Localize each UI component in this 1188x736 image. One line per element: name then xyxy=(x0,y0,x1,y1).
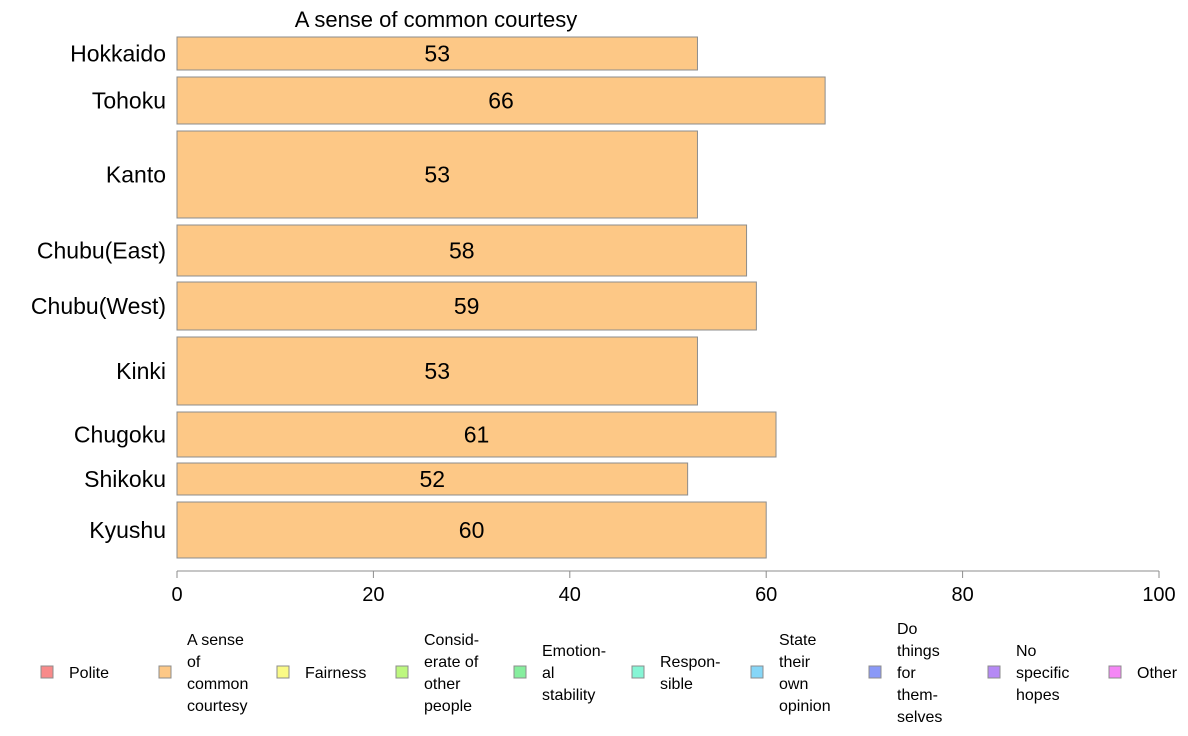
legend-item: Fairness xyxy=(276,665,366,682)
legend-item: Polite xyxy=(40,665,109,682)
x-tick-label: 40 xyxy=(559,584,581,606)
bar xyxy=(176,224,748,277)
bar-value-label: 52 xyxy=(420,466,446,492)
bar xyxy=(176,462,689,496)
bar xyxy=(176,281,757,331)
legend-label: Consid-erate of other people xyxy=(424,632,479,715)
legend-swatch xyxy=(987,665,1001,679)
legend-item: Other xyxy=(1108,665,1178,682)
legend-swatch xyxy=(276,665,290,679)
legend-swatch xyxy=(868,665,882,679)
legend-item: Respon-sible xyxy=(631,654,720,693)
category-label: Chugoku xyxy=(74,422,166,448)
category-label: Kanto xyxy=(106,162,166,188)
legend-label: Do things for them-selves xyxy=(897,621,942,726)
x-tick-label: 100 xyxy=(1142,584,1175,606)
category-label: Chubu(East) xyxy=(37,238,166,264)
legend: Polite A sense of common courtesy Fairness Con… xyxy=(40,621,1178,726)
bar xyxy=(176,336,698,406)
legend-label: A sense of common courtesy xyxy=(187,632,248,715)
legend-item: State their own opinion xyxy=(750,632,831,715)
bar-value-label: 53 xyxy=(424,162,450,188)
bar-value-label: 53 xyxy=(424,358,450,384)
legend-swatch xyxy=(750,665,764,679)
legend-item: Emotion-al stability xyxy=(513,643,606,704)
legend-label: State their own opinion xyxy=(779,632,831,715)
legend-swatch xyxy=(631,665,645,679)
category-label: Tohoku xyxy=(92,88,166,114)
bar-value-label: 59 xyxy=(454,293,480,319)
legend-swatch xyxy=(1108,665,1122,679)
x-tick-label: 80 xyxy=(951,584,973,606)
legend-label: Respon-sible xyxy=(660,654,720,693)
category-label: Kinki xyxy=(116,358,166,384)
legend-label: Fairness xyxy=(305,665,366,682)
bar xyxy=(176,76,826,125)
bar-value-label: 66 xyxy=(488,88,514,114)
legend-label: Emotion-al stability xyxy=(542,643,606,704)
category-label: Chubu(West) xyxy=(31,293,166,319)
x-tick-label: 60 xyxy=(755,584,777,606)
legend-item: No specific hopes xyxy=(987,643,1069,704)
x-tick-label: 0 xyxy=(171,584,182,606)
category-label: Shikoku xyxy=(84,466,166,492)
category-label: Hokkaido xyxy=(70,41,166,67)
bar-value-label: 58 xyxy=(449,238,475,264)
chart-title: A sense of common courtesy xyxy=(295,7,577,32)
category-label: Kyushu xyxy=(89,517,166,543)
bar xyxy=(176,501,767,559)
bar xyxy=(176,411,777,458)
bar xyxy=(176,36,698,71)
x-axis: 0 20 40 60 80 100 xyxy=(171,570,1176,606)
bar xyxy=(176,130,698,219)
legend-label: Other xyxy=(1137,665,1178,682)
legend-item: Consid-erate of other people xyxy=(395,632,479,715)
legend-label: Polite xyxy=(69,665,109,682)
bar-value-label: 61 xyxy=(464,422,490,448)
bars-group: 53 Hokkaido 66 Tohoku 53 Kanto 58 Chubu(East) 59… xyxy=(31,36,826,559)
x-tick-label: 20 xyxy=(362,584,384,606)
bar-value-label: 60 xyxy=(459,517,485,543)
legend-swatch xyxy=(395,665,409,679)
legend-item: Do things for them-selves xyxy=(868,621,942,726)
legend-swatch xyxy=(513,665,527,679)
legend-swatch xyxy=(40,665,54,679)
legend-label: No specific hopes xyxy=(1016,643,1069,704)
bar-value-label: 53 xyxy=(424,41,450,67)
legend-swatch xyxy=(158,665,172,679)
legend-item: A sense of common courtesy xyxy=(158,632,248,715)
